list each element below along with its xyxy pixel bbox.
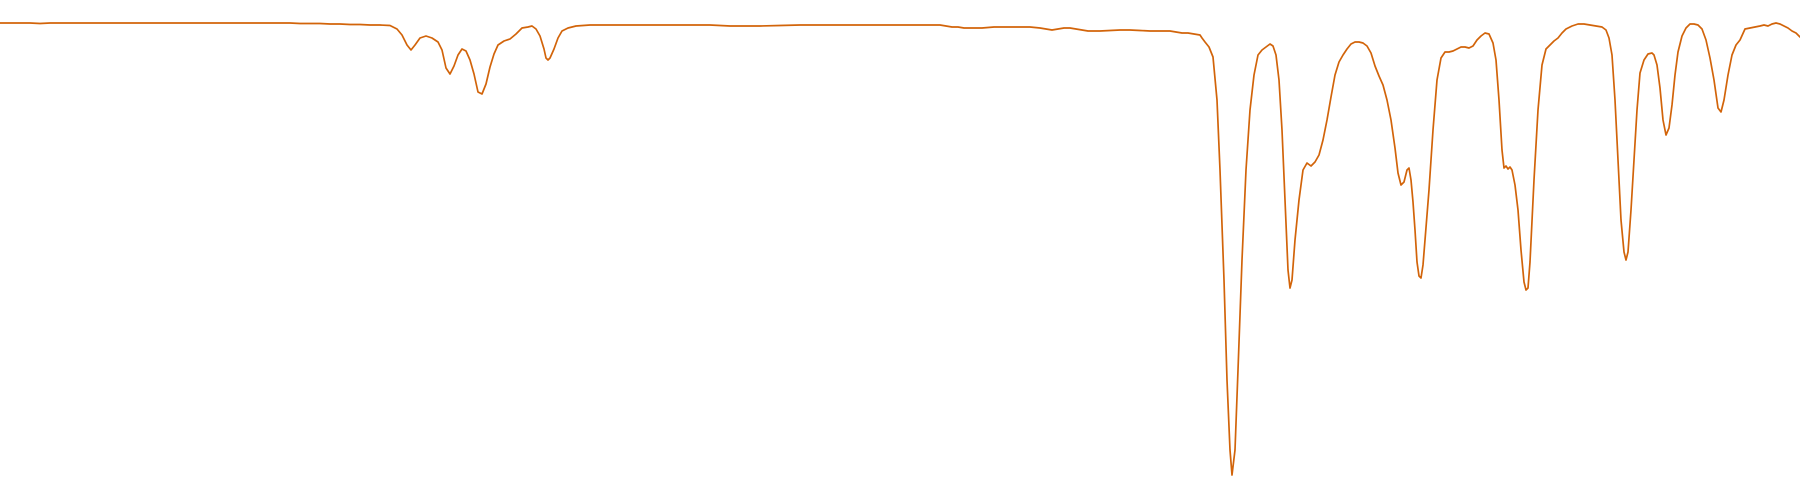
series-line-1 <box>0 22 1800 476</box>
